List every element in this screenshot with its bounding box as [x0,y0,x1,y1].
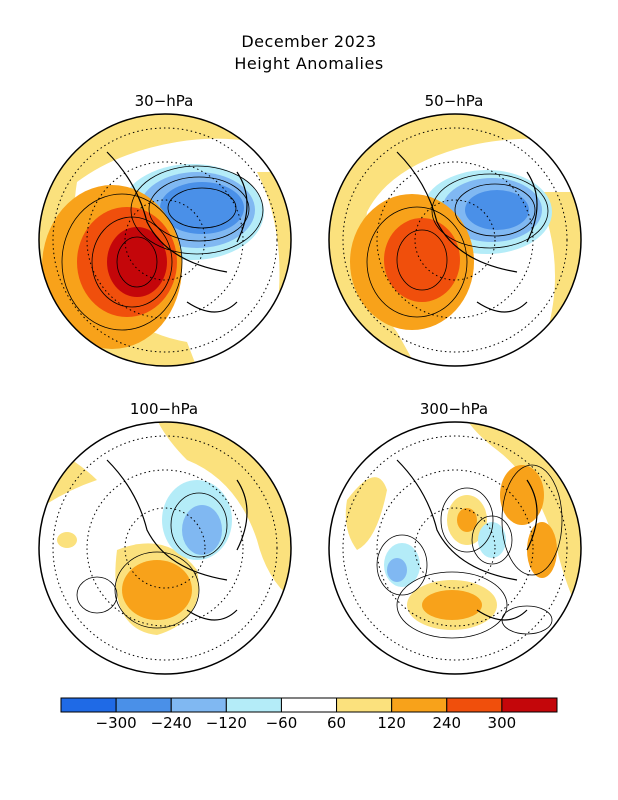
map-30hpa [38,113,292,367]
colorbar-tick-label: −240 [150,714,192,732]
map-50hpa [328,113,582,367]
colorbar-tick-label: 240 [432,714,462,732]
map-100hpa [38,421,292,675]
colorbar-tick-label: −120 [205,714,247,732]
figure-title: December 2023 [241,32,377,51]
colorbar-swatch [336,697,393,713]
colorbar-tick-label: −60 [265,714,298,732]
map-300hpa [328,421,582,675]
panel-label-30hpa: 30−hPa [134,92,194,110]
colorbar-tick-label: −300 [95,714,137,732]
colorbar-swatch [170,697,227,713]
figure-subtitle: Height Anomalies [234,54,384,73]
colorbar-swatch [501,697,558,713]
colorbar-swatch [280,697,338,713]
panel-label-100hpa: 100−hPa [129,400,199,418]
colorbar-tick-label: 120 [377,714,406,732]
colorbar-swatch [60,697,117,713]
panel-label-300hpa: 300−hPa [419,400,489,418]
colorbar-tick-label: 300 [487,714,517,732]
panel-label-50hpa: 50−hPa [424,92,484,110]
colorbar-swatch [225,697,282,713]
colorbar-swatch [391,697,448,713]
colorbar-swatch [115,697,172,713]
colorbar-tick-label: 60 [327,714,347,732]
colorbar [60,697,558,713]
colorbar-swatch [446,697,503,713]
